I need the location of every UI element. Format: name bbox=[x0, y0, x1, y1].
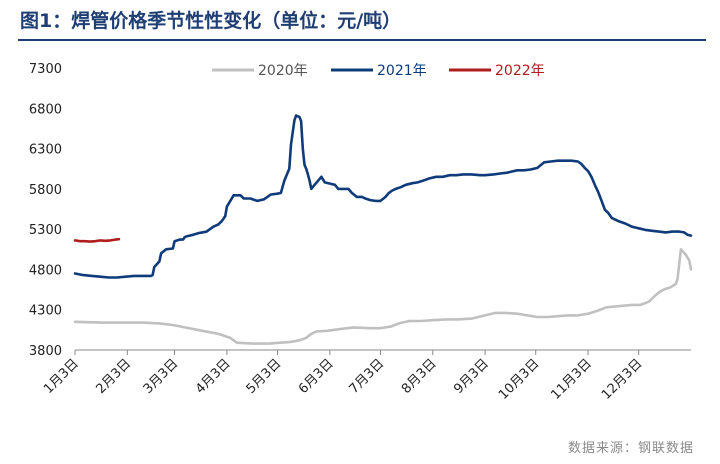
y-tick-label: 7300 bbox=[29, 62, 62, 77]
x-tick-label: 7月3日 bbox=[347, 356, 388, 397]
y-tick-label: 3800 bbox=[29, 344, 62, 359]
x-tick-label: 5月3日 bbox=[244, 356, 285, 397]
x-tick-label: 2月3日 bbox=[93, 356, 134, 397]
chart-title: 图1：焊管价格季节性性变化（单位：元/吨） bbox=[20, 10, 402, 32]
x-tick-label: 1月3日 bbox=[41, 356, 82, 397]
x-tick-label: 4月3日 bbox=[193, 356, 234, 397]
y-axis: 3800 4300 4800 5300 5800 6300 6800 7300 bbox=[29, 62, 62, 359]
legend-label: 2020年 bbox=[258, 63, 308, 79]
data-source-note: 数据来源：钢联数据 bbox=[567, 441, 694, 456]
legend-label: 2021年 bbox=[377, 63, 427, 79]
y-tick-label: 4300 bbox=[29, 304, 62, 319]
y-tick-label: 5300 bbox=[29, 223, 62, 238]
y-tick-label: 4800 bbox=[29, 263, 62, 278]
legend: 2020年 2021年 2022年 bbox=[212, 63, 545, 79]
x-tick-label: 6月3日 bbox=[296, 356, 337, 397]
y-tick-label: 6800 bbox=[29, 102, 62, 117]
x-tick-label: 12月3日 bbox=[599, 356, 646, 403]
legend-label: 2022年 bbox=[495, 63, 545, 79]
x-tick-label: 3月3日 bbox=[141, 356, 182, 397]
x-tick-label: 11月3日 bbox=[548, 356, 595, 403]
x-tick-label: 9月3日 bbox=[451, 356, 492, 397]
y-tick-label: 6300 bbox=[29, 143, 62, 158]
series-line-1 bbox=[73, 248, 693, 345]
series-group bbox=[73, 114, 693, 345]
x-tick-label: 8月3日 bbox=[399, 356, 440, 397]
x-tick-label: 10月3日 bbox=[496, 356, 543, 403]
series-line-3 bbox=[73, 237, 121, 243]
x-axis: 1月3日 2月3日 3月3日 4月3日 5月3日 6月3日 7月3日 8月3日 9月3日 10月3… bbox=[41, 350, 646, 403]
series-line-2 bbox=[73, 114, 693, 279]
title-underline bbox=[18, 39, 706, 41]
y-tick-label: 5800 bbox=[29, 183, 62, 198]
